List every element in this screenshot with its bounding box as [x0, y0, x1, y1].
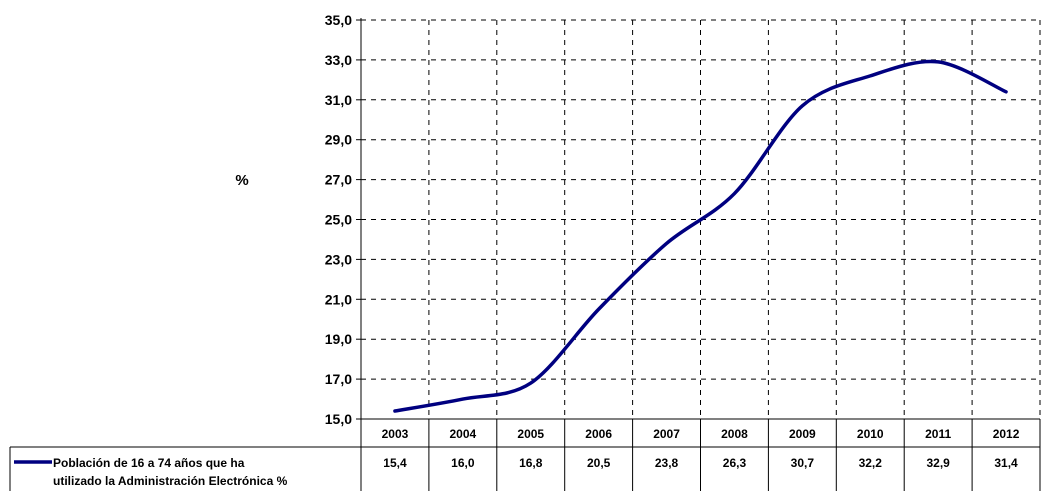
grid	[361, 19, 1041, 419]
data-label: 16,8	[519, 456, 543, 470]
x-tick-label: 2010	[857, 427, 884, 441]
y-tick-label: 27,0	[325, 172, 352, 188]
y-tick-label: 17,0	[325, 371, 352, 387]
x-tick-label: 2012	[993, 427, 1020, 441]
y-tick-label: 19,0	[325, 331, 352, 347]
x-tick-label: 2011	[925, 427, 951, 441]
x-tick-label: 2009	[789, 427, 816, 441]
y-axis-label: %	[235, 172, 248, 189]
x-tick-label: 2004	[449, 427, 476, 441]
series-line-layer	[393, 59, 1008, 413]
x-tick-label: 2007	[653, 427, 680, 441]
axes	[356, 18, 362, 420]
data-label: 32,2	[859, 456, 883, 470]
data-label: 20,5	[587, 456, 611, 470]
data-label: 23,8	[655, 456, 679, 470]
legend-label-line2: utilizado la Administración Electrónica …	[53, 474, 288, 488]
y-tick-label: 21,0	[325, 291, 352, 307]
x-tick-label: 2006	[585, 427, 612, 441]
data-label: 15,4	[383, 456, 407, 470]
y-tick-label: 31,0	[325, 92, 352, 108]
y-tick-label: 23,0	[325, 251, 352, 267]
data-label: 26,3	[723, 456, 747, 470]
data-label: 32,9	[926, 456, 950, 470]
y-tick-label: 35,0	[325, 12, 352, 28]
x-tick-label: 2003	[382, 427, 409, 441]
data-table: 2003 15,4 2004 16,0 2005 16,8 2006 20,5 2007 23,8…	[9, 418, 1041, 491]
legend-label-line1: Población de 16 a 74 años que ha	[53, 456, 245, 470]
y-tick-label: 25,0	[325, 212, 352, 228]
series-line	[393, 59, 1008, 413]
y-tick-label: 29,0	[325, 132, 352, 148]
data-label: 16,0	[451, 456, 475, 470]
x-tick-label: 2005	[517, 427, 544, 441]
data-label: 31,4	[994, 456, 1018, 470]
data-label: 30,7	[791, 456, 815, 470]
x-tick-label: 2008	[721, 427, 748, 441]
y-tick-label: 15,0	[325, 411, 352, 427]
y-tick-label: 33,0	[325, 52, 352, 68]
y-tick-labels: 15,0 17,0 19,0 21,0 23,0 25,0 27,0 29,0 31,0 33,0…	[325, 12, 352, 427]
